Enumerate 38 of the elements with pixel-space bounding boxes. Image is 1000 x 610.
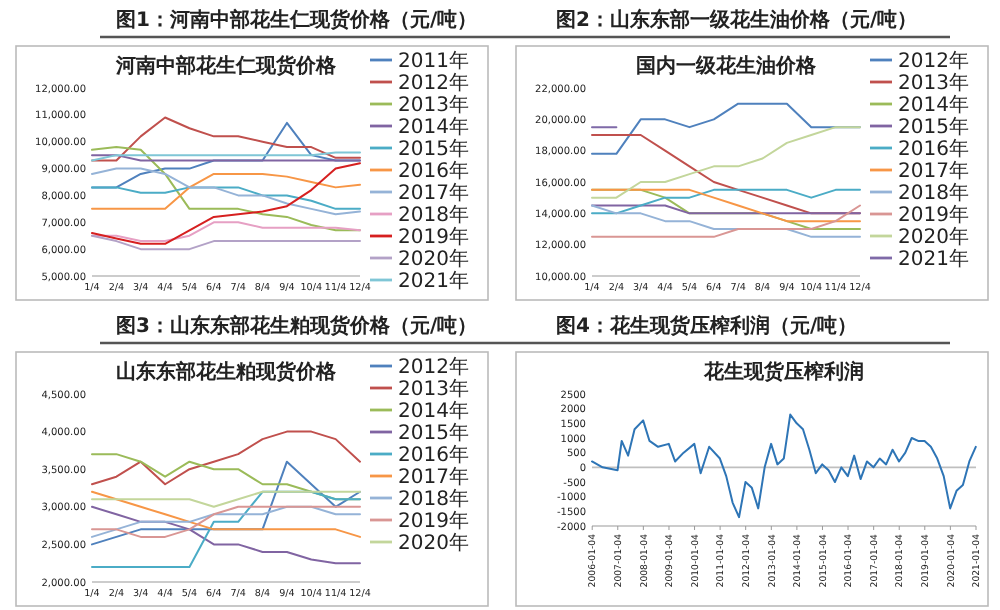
chart-title: 图4：花生现货压榨利润（元/吨） — [556, 314, 858, 338]
legend-label: 2019年 — [398, 509, 469, 533]
legend-label: 2019年 — [898, 203, 969, 227]
legend-label: 2017年 — [398, 181, 469, 205]
legend-label: 2016年 — [898, 137, 969, 161]
legend-label: 2018年 — [398, 487, 469, 511]
legend-label: 2016年 — [398, 443, 469, 467]
chart-subtitle: 山东东部花生粕现货价格 — [116, 360, 338, 384]
legend-label: 2012年 — [898, 49, 969, 73]
legend-label: 2013年 — [398, 93, 469, 117]
chart-subtitle: 花生现货压榨利润 — [702, 360, 864, 384]
legend-label: 2018年 — [398, 203, 469, 227]
legend-label: 2015年 — [398, 137, 469, 161]
legend-label: 2016年 — [398, 159, 469, 183]
chart-subtitle: 河南中部花生仁现货价格 — [114, 54, 338, 78]
legend-label: 2021年 — [398, 269, 469, 293]
legend-label: 2018年 — [898, 181, 969, 205]
legend-label: 2020年 — [898, 225, 969, 249]
legend-label: 2011年 — [398, 49, 469, 73]
legend-label: 2015年 — [898, 115, 969, 139]
chart-title: 图3：山东东部花生粕现货价格（元/吨） — [116, 314, 478, 338]
legend-label: 2021年 — [898, 247, 969, 271]
legend-label: 2017年 — [398, 465, 469, 489]
legend-label: 2013年 — [898, 71, 969, 95]
legend-label: 2020年 — [398, 247, 469, 271]
legend-label: 2017年 — [898, 159, 969, 183]
legend-label: 2019年 — [398, 225, 469, 249]
legend-label: 2012年 — [398, 71, 469, 95]
legend-label: 2012年 — [398, 355, 469, 379]
legend-label: 2020年 — [398, 531, 469, 555]
legend-label: 2014年 — [398, 115, 469, 139]
chart-title: 图2：山东东部一级花生油价格（元/吨） — [556, 8, 918, 32]
legend-label: 2014年 — [398, 399, 469, 423]
chart-subtitle: 国内一级花生油价格 — [636, 54, 818, 78]
legend-label: 2013年 — [398, 377, 469, 401]
legend-label: 2014年 — [898, 93, 969, 117]
chart-title: 图1：河南中部花生仁现货价格（元/吨） — [116, 8, 478, 32]
legend-label: 2015年 — [398, 421, 469, 445]
